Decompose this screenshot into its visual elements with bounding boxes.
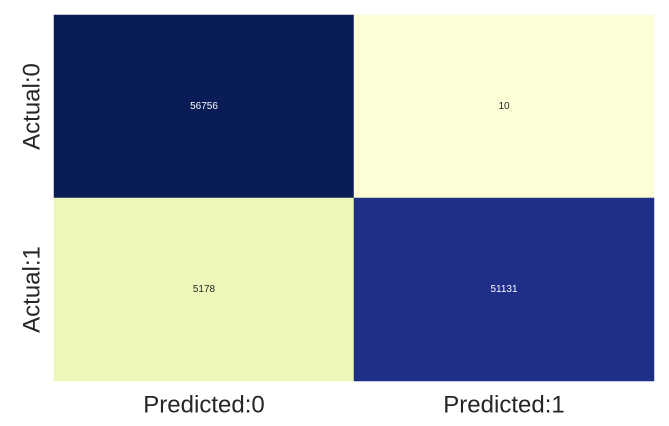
cell-value-label-r1-c0: 5178 bbox=[193, 284, 216, 295]
y-axis-tick-labels: Actual:0 Actual:1 bbox=[19, 63, 46, 333]
cell-value-label-r1-c1: 51131 bbox=[490, 284, 518, 295]
heatmap-cells bbox=[53, 14, 655, 382]
y-tick-label-1: Actual:1 bbox=[19, 246, 46, 333]
x-axis-tick-labels: Predicted:0 Predicted:1 bbox=[143, 392, 564, 419]
x-tick-label-0: Predicted:0 bbox=[143, 392, 264, 419]
cell-value-label-r0-c1: 10 bbox=[498, 101, 510, 112]
heatmap-cell-r0-c1 bbox=[353, 14, 655, 199]
heatmap-cell-r1-c1 bbox=[353, 197, 655, 382]
heatmap-cell-r0-c0 bbox=[53, 14, 355, 199]
y-tick-label-0: Actual:0 bbox=[19, 63, 46, 150]
heatmap-cell-labels: 56756 10 5178 51131 bbox=[190, 101, 518, 295]
heatmap-cell-r1-c0 bbox=[53, 197, 355, 382]
cell-value-label-r0-c0: 56756 bbox=[190, 101, 218, 112]
x-tick-label-1: Predicted:1 bbox=[443, 392, 564, 419]
